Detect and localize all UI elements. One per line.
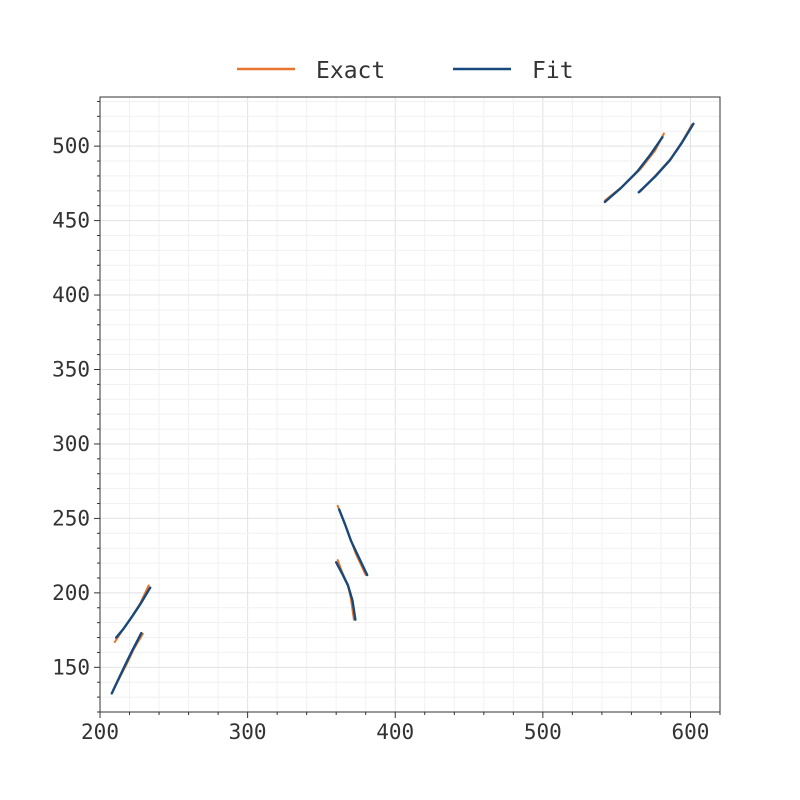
y-tick-label: 400: [52, 283, 90, 307]
series-line-fit: [110, 631, 143, 695]
series-line-fit: [115, 586, 152, 639]
x-tick-label: 600: [672, 720, 710, 744]
legend-label-fit: Fit: [532, 58, 574, 84]
series-line-fit: [334, 561, 357, 621]
y-tick-label: 500: [52, 134, 90, 158]
series-exact: [112, 123, 693, 691]
legend: Exact Fit: [237, 58, 574, 84]
x-tick-label: 300: [229, 720, 267, 744]
x-tick-label: 400: [376, 720, 414, 744]
plot-series: [110, 122, 695, 695]
y-tick-label: 150: [52, 655, 90, 679]
axis-ticks: 200 300 400 500 600 150 200 250 300 350 400 450 500: [52, 100, 721, 744]
x-tick-label: 200: [81, 720, 119, 744]
plot-frame: [99, 96, 721, 713]
y-tick-label: 450: [52, 209, 90, 233]
grid: [99, 97, 721, 713]
x-tick-label: 500: [524, 720, 562, 744]
series-fit: [110, 122, 695, 695]
y-tick-label: 250: [52, 506, 90, 530]
legend-label-exact: Exact: [316, 58, 385, 84]
series-line-fit: [603, 136, 664, 204]
series-line-fit: [637, 122, 695, 194]
y-tick-label: 300: [52, 432, 90, 456]
series-line-fit: [337, 508, 369, 577]
y-tick-label: 200: [52, 581, 90, 605]
y-tick-label: 350: [52, 358, 90, 382]
